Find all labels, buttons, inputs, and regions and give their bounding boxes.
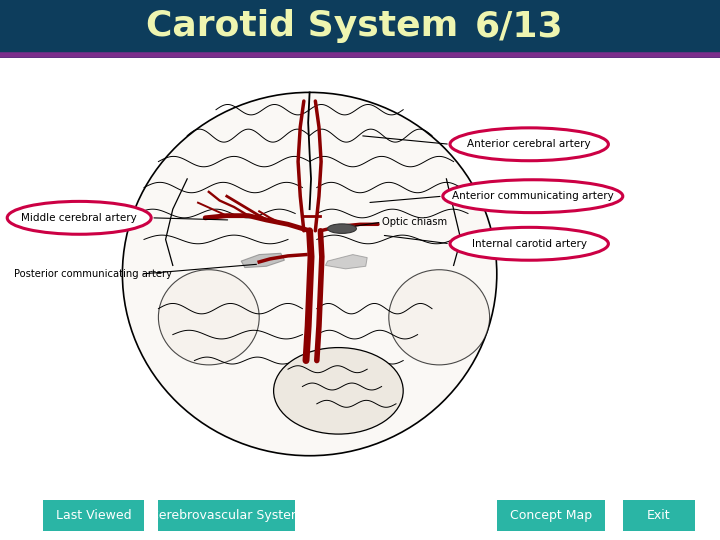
Ellipse shape bbox=[443, 180, 623, 213]
Text: Middle cerebral artery: Middle cerebral artery bbox=[22, 213, 137, 223]
Ellipse shape bbox=[122, 92, 497, 456]
Text: Last Viewed: Last Viewed bbox=[55, 509, 132, 522]
Text: Posterior communicating artery: Posterior communicating artery bbox=[14, 269, 172, 279]
Text: Cerebrovascular System: Cerebrovascular System bbox=[150, 509, 303, 522]
Text: Exit: Exit bbox=[647, 509, 670, 522]
Ellipse shape bbox=[328, 224, 356, 233]
Ellipse shape bbox=[450, 128, 608, 161]
Text: Optic chiasm: Optic chiasm bbox=[382, 217, 446, 227]
Ellipse shape bbox=[7, 201, 151, 234]
Polygon shape bbox=[325, 254, 367, 269]
Text: Internal carotid artery: Internal carotid artery bbox=[472, 239, 587, 249]
Ellipse shape bbox=[274, 348, 403, 434]
Text: Anterior communicating artery: Anterior communicating artery bbox=[452, 191, 613, 201]
FancyBboxPatch shape bbox=[497, 500, 605, 531]
Text: Concept Map: Concept Map bbox=[510, 509, 592, 522]
Text: Anterior cerebral artery: Anterior cerebral artery bbox=[467, 139, 591, 149]
Ellipse shape bbox=[450, 227, 608, 260]
Polygon shape bbox=[241, 253, 284, 267]
Text: Carotid System: Carotid System bbox=[146, 9, 459, 43]
FancyBboxPatch shape bbox=[43, 500, 144, 531]
Ellipse shape bbox=[158, 269, 259, 365]
Ellipse shape bbox=[389, 269, 490, 365]
Text: 6/13: 6/13 bbox=[475, 9, 564, 43]
FancyBboxPatch shape bbox=[158, 500, 295, 531]
FancyBboxPatch shape bbox=[623, 500, 695, 531]
